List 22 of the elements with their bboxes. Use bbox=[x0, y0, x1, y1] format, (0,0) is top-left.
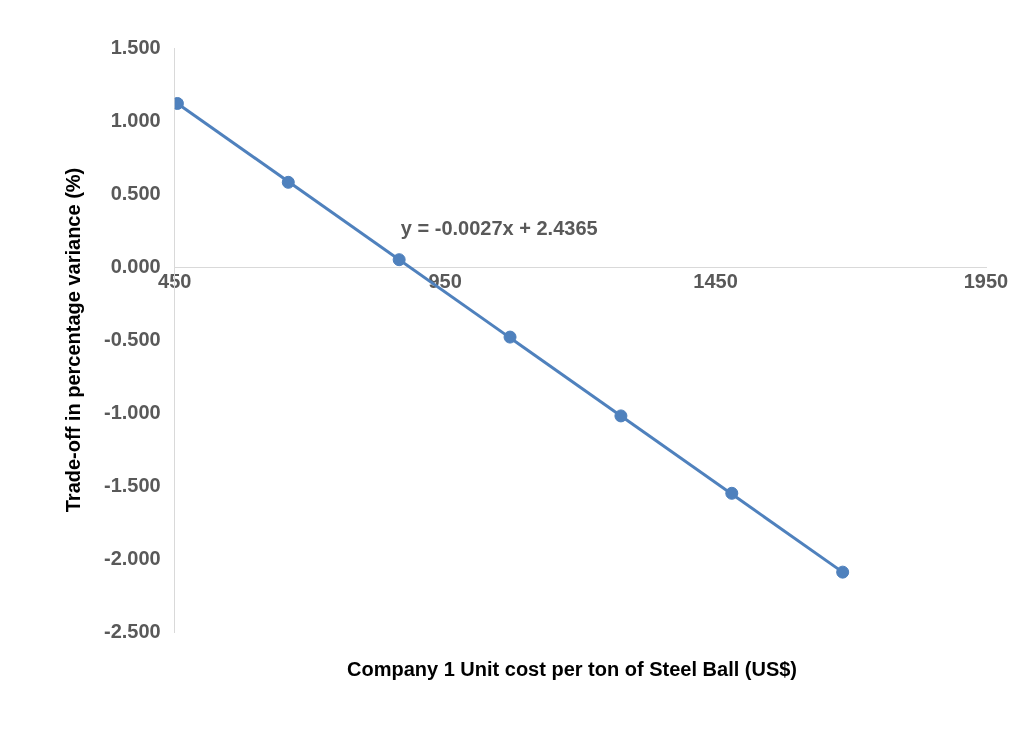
y-tick-label: -2.000 bbox=[103, 546, 161, 569]
y-tick-label: 0.500 bbox=[110, 181, 161, 204]
y-tick-label: -2.500 bbox=[103, 619, 161, 642]
y-tick-label: -1.000 bbox=[103, 400, 161, 423]
y-tick-label: 1.000 bbox=[110, 108, 161, 131]
point bbox=[725, 486, 739, 500]
y-tick-label: -0.500 bbox=[103, 327, 161, 350]
point bbox=[503, 330, 517, 344]
x-tick-label: 450 bbox=[158, 269, 192, 292]
x-axis-title: Company 1 Unit cost per ton of Steel Ball (US$) bbox=[345, 658, 799, 681]
point bbox=[614, 409, 628, 423]
y-tick-label: 1.500 bbox=[110, 35, 161, 58]
x-tick-label: 1950 bbox=[963, 269, 1009, 292]
point bbox=[836, 565, 850, 579]
point bbox=[281, 175, 295, 189]
annotation: y = -0.0027x + 2.4365 bbox=[400, 216, 598, 239]
y-axis-title: Trade-off in percentage variance (%) bbox=[61, 167, 84, 513]
x-tick-label: 950 bbox=[428, 269, 462, 292]
y-tick-label: -1.500 bbox=[103, 473, 161, 496]
y-tick-label: 0.000 bbox=[110, 254, 161, 277]
point bbox=[392, 253, 406, 267]
x-tick-label: 1450 bbox=[693, 269, 738, 292]
